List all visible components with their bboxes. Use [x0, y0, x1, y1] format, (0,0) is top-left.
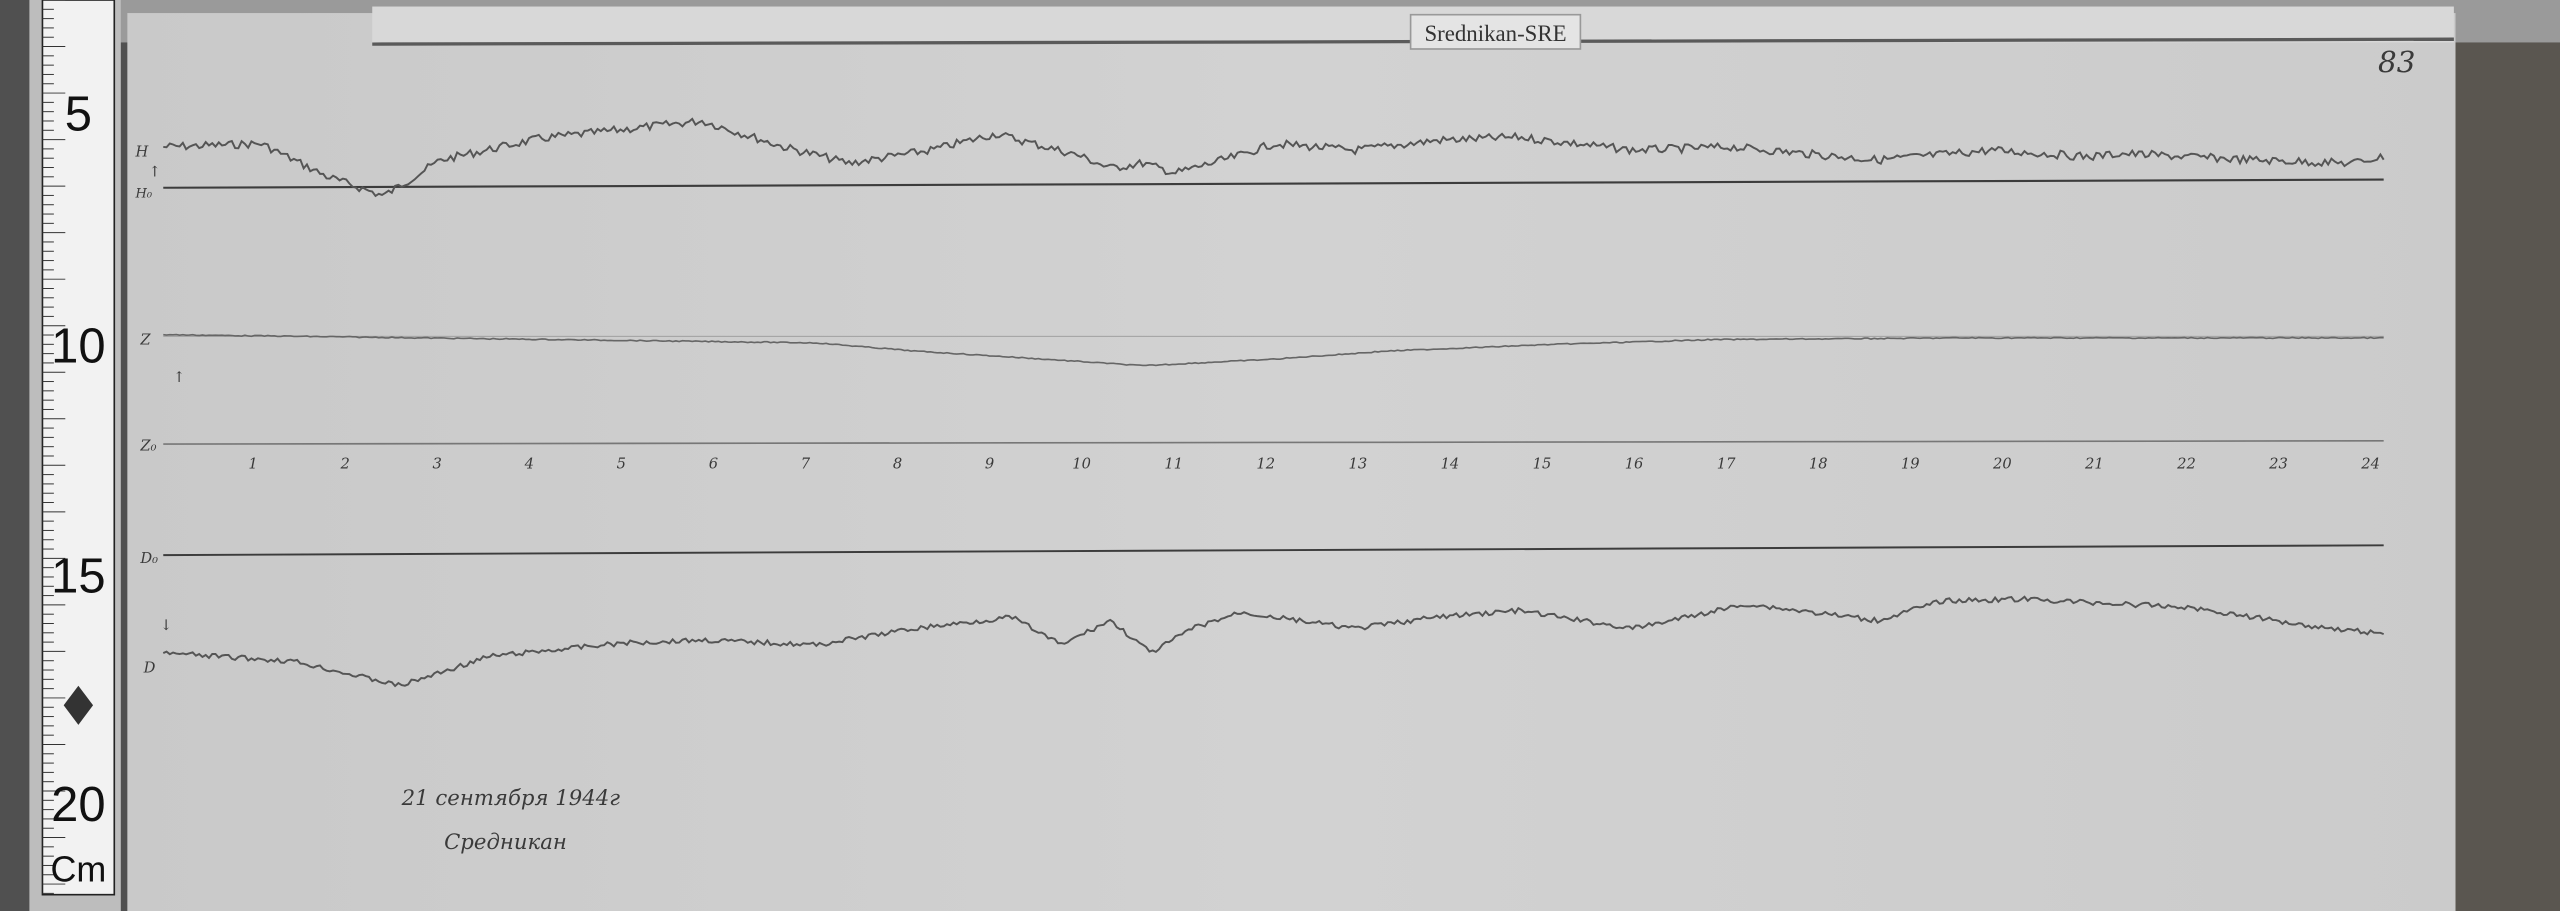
ruler-ticks: [42, 0, 66, 894]
sheet-number: 83: [2378, 45, 2415, 79]
h0-baseline: [163, 178, 2384, 189]
hour-label-2: 2: [339, 456, 349, 473]
label-z: Z: [139, 331, 151, 348]
arrow-up-icon: ↑: [149, 163, 161, 180]
hour-label-4: 4: [524, 456, 534, 473]
ruler-mark-5: 5: [65, 88, 92, 142]
hour-label-19: 19: [1901, 456, 1920, 473]
hour-label-9: 9: [985, 456, 994, 473]
hour-label-5: 5: [617, 456, 626, 473]
ruler-mark-20: 20: [51, 778, 105, 832]
label-d0: D₀: [139, 550, 158, 567]
hour-label-16: 16: [1625, 456, 1644, 473]
hour-label-1: 1: [248, 456, 257, 473]
d-trace: [162, 595, 2385, 688]
hour-label-15: 15: [1533, 456, 1552, 473]
hour-label-12: 12: [1256, 456, 1275, 473]
label-tag: [1409, 13, 1582, 50]
hour-label-13: 13: [1349, 456, 1368, 473]
d0-baseline: [163, 544, 2384, 557]
label-d: D: [143, 660, 156, 677]
hour-label-14: 14: [1441, 456, 1460, 473]
h-trace: [163, 117, 2385, 198]
ruler-unit: Cm: [50, 849, 106, 890]
z-trace: [163, 333, 2384, 367]
hour-label-23: 23: [2268, 456, 2288, 473]
hour-label-24: 24: [2360, 456, 2380, 473]
hour-labels: 1 2 3 4 5 6 7 8 9 10 11 12 13 14 15 16 17 18 19 20 21 22 23 24: [248, 456, 2380, 473]
hour-label-21: 21: [2084, 456, 2104, 473]
hour-label-22: 22: [2176, 456, 2196, 473]
hour-label-20: 20: [1992, 456, 2012, 473]
label-h: H: [135, 144, 150, 161]
wood-surface: [2448, 0, 2560, 911]
hour-label-17: 17: [1717, 456, 1736, 473]
z0-baseline: [163, 439, 2384, 445]
hour-label-8: 8: [893, 456, 902, 473]
annotation-station: Средникан: [444, 830, 567, 855]
annotation-date: 21 сентября 1944г: [401, 786, 621, 811]
hour-label-10: 10: [1072, 456, 1091, 473]
ruler-mark-10: 10: [51, 319, 105, 373]
ruler-mark-15: 15: [51, 550, 105, 604]
ruler-diamond-icon: [63, 685, 94, 725]
label-tag-text: Srednikan-SRE: [1424, 21, 1566, 46]
paper-sheet: [127, 13, 2456, 911]
hour-label-6: 6: [709, 456, 718, 473]
hour-label-7: 7: [801, 456, 811, 473]
hour-label-3: 3: [433, 456, 442, 473]
hour-label-11: 11: [1164, 456, 1183, 473]
hour-label-18: 18: [1809, 456, 1828, 473]
label-z0: Z₀: [139, 438, 156, 455]
arrow-down-icon: ↓: [160, 617, 172, 634]
arrow-up-icon: ↑: [173, 369, 185, 386]
label-h0: H₀: [135, 187, 153, 202]
